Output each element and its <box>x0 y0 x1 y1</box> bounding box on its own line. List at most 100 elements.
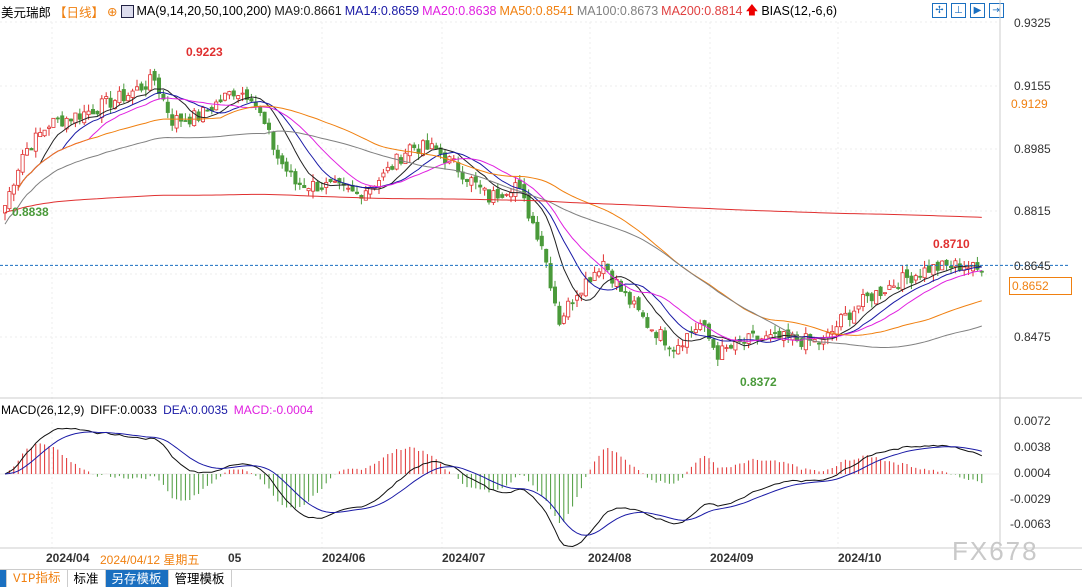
candle <box>178 113 183 122</box>
candle <box>86 110 91 116</box>
candle <box>583 278 588 297</box>
candle <box>187 116 192 125</box>
candle <box>258 106 263 113</box>
candle <box>971 262 976 272</box>
candle <box>601 260 606 275</box>
candle <box>95 110 100 115</box>
candle <box>909 275 914 284</box>
candle <box>623 291 628 294</box>
candle <box>429 143 434 150</box>
candle <box>16 169 21 186</box>
macd-tick: 0.0072 <box>1014 414 1051 428</box>
tab-vip-indicator[interactable]: VIP指标 <box>7 570 68 587</box>
candle <box>605 263 610 271</box>
tab-standard[interactable]: 标准 <box>68 570 106 587</box>
candle <box>693 329 698 334</box>
candle <box>847 312 852 320</box>
candle <box>271 131 276 150</box>
candle <box>231 90 236 97</box>
candle <box>843 312 848 316</box>
jump-end-button[interactable]: ⇥ <box>989 3 1004 18</box>
cursor-date: 2024/04/12 星期五 <box>100 551 200 568</box>
tab-save-template[interactable]: 另存模板 <box>105 570 169 587</box>
candle <box>874 290 879 305</box>
up-arrow-icon[interactable]: 🡅 <box>745 2 759 17</box>
candle <box>73 112 78 124</box>
candle <box>200 107 205 123</box>
candle <box>887 284 892 290</box>
macd-dea-line <box>4 431 982 536</box>
candle <box>407 144 412 157</box>
macd-diff-line <box>4 427 983 547</box>
candle <box>711 339 716 348</box>
period-label[interactable]: 【日线】 <box>54 5 105 20</box>
date-tick: 05 <box>228 551 242 565</box>
candle <box>773 332 778 334</box>
candle <box>306 188 311 192</box>
price-tick: 0.8645 <box>1014 259 1051 273</box>
candle <box>3 205 8 214</box>
candle <box>953 260 958 268</box>
macd-value: MACD:-0.0004 <box>233 403 314 417</box>
candle <box>566 300 571 318</box>
price-tick: 0.8815 <box>1014 204 1051 218</box>
symbol-name: 美元瑞郎 <box>1 5 52 20</box>
candle <box>535 221 540 240</box>
candle <box>861 294 866 307</box>
candle <box>931 264 936 276</box>
macd-diff: DIFF:0.0033 <box>90 403 158 417</box>
candle <box>676 345 681 355</box>
recent-high-annotation: 0.8710 <box>933 237 970 251</box>
candle <box>266 122 271 130</box>
candle <box>390 166 395 170</box>
macd-title: MACD(26,12,9) <box>1 403 85 417</box>
date-tick: 2024/09 <box>710 551 754 565</box>
candle <box>671 349 676 352</box>
candle <box>222 92 227 101</box>
candle <box>575 295 580 301</box>
ma200-value: MA200:0.8814 <box>661 4 743 18</box>
candle <box>262 111 267 124</box>
candle <box>293 171 298 185</box>
candle <box>786 329 791 338</box>
play-button[interactable]: ▶ <box>970 3 985 18</box>
candle <box>174 115 179 129</box>
candle <box>249 98 254 102</box>
candle <box>495 189 500 199</box>
candle <box>170 114 175 126</box>
candle <box>42 129 47 137</box>
crosshair-button[interactable]: ✢ <box>932 3 947 18</box>
candle <box>539 235 544 247</box>
zoom-range-button[interactable]: ⊥ <box>951 3 966 18</box>
candle <box>24 148 29 156</box>
crosshair-icon[interactable]: ⊕ <box>107 4 118 19</box>
candle <box>288 170 293 173</box>
candle <box>658 329 663 341</box>
candle <box>82 111 87 124</box>
ma50-line <box>17 105 982 336</box>
ma100-value: MA100:0.8673 <box>576 4 659 18</box>
candle <box>310 181 315 192</box>
candle <box>126 95 131 102</box>
candle <box>7 191 12 210</box>
macd-header: MACD(26,12,9) DIFF:0.0033 DEA:0.0035 MAC… <box>1 403 313 417</box>
candle <box>702 320 707 326</box>
candle <box>927 265 932 273</box>
candle <box>55 117 60 120</box>
chart-indicator-icon[interactable] <box>120 4 134 18</box>
candle <box>949 265 954 269</box>
candle <box>746 333 751 344</box>
watermark: FX678 <box>952 536 1039 566</box>
tab-manage-template[interactable]: 管理模板 <box>169 570 232 587</box>
candle <box>526 194 531 219</box>
date-axis: 2024/04 2024/04/12 星期五 05 2024/06 2024/0… <box>0 551 1000 568</box>
candle <box>77 113 82 120</box>
ma14-line <box>17 92 982 343</box>
date-tick: 2024/10 <box>838 551 882 565</box>
date-tick: 2024/06 <box>322 551 366 565</box>
candle <box>561 315 566 324</box>
ma100-line <box>4 130 982 349</box>
candle <box>627 292 632 305</box>
candle <box>821 338 826 345</box>
